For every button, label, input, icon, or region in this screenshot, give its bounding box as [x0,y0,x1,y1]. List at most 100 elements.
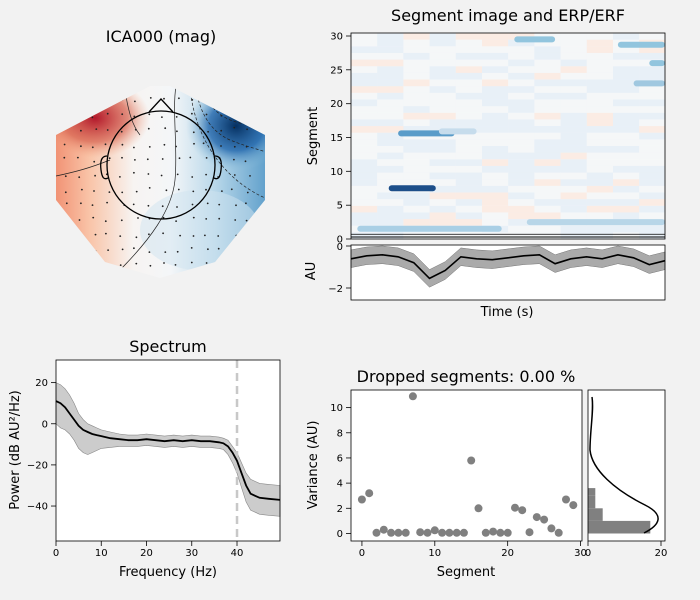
scatter-point [503,528,512,537]
image-cell [534,165,561,173]
sensor-dot [92,216,95,219]
image-cell [351,199,378,206]
image-cell [429,86,456,93]
image-cell [403,39,430,47]
image-cell [586,66,613,73]
sensor-dot [121,98,124,101]
image-cell [534,132,561,140]
image-cell [455,205,482,213]
image-cell [586,179,613,186]
image-cell [377,72,404,80]
image-cell [351,165,378,173]
erp-xlabel: Time (s) [480,305,534,320]
image-cell [560,139,587,146]
image-cell [429,99,456,107]
image-cell [403,152,430,160]
image-cell [377,59,404,67]
sensor-dot [135,262,138,265]
image-cell [639,33,665,40]
image-cell [403,205,430,213]
image-ytick-label: 25 [330,65,343,76]
image-cell [586,33,613,40]
sensor-dot [119,264,122,266]
sensor-dot [235,234,238,237]
image-cell [351,39,378,47]
image-cell [403,165,430,173]
sensor-dot [190,247,193,249]
scatter-point [554,528,563,537]
sensor-dot [233,174,236,176]
image-cell [455,152,482,160]
sensor-dot [205,262,208,264]
sensor-dot [148,251,151,254]
scatter-point [408,392,417,401]
scatter-point [489,527,498,536]
scatter-point [569,501,578,510]
image-cell [508,199,535,206]
image-cell [508,119,535,127]
scatter-point [430,526,439,535]
image-cell [377,199,404,206]
sensor-dot [148,146,151,148]
image-cell [351,126,378,133]
image-cell [639,152,665,160]
image-cell [351,46,378,53]
scatter-point [416,528,425,537]
erp-ylabel: AU [304,262,319,280]
scatter-point [481,528,490,537]
image-cell [482,185,509,193]
sensor-dot [162,216,165,219]
sensor-dot [91,204,94,207]
image-cell [403,79,430,87]
sensor-dot [93,160,96,163]
image-cell [534,159,561,166]
image-cell [560,112,587,120]
sensor-dot [148,187,151,189]
image-cell [534,86,561,93]
scatter-point [394,528,403,537]
image-cell [560,199,587,206]
image-cell [508,159,535,166]
sensor-dot [233,158,235,161]
image-cell [455,39,482,47]
sensor-dot [119,235,122,238]
image-cell [429,79,456,87]
image-cell [586,92,613,100]
sensor-dot [63,143,66,146]
image-cell [534,119,561,127]
image-cell [351,72,378,80]
image-cell [455,59,482,67]
sensor-dot [178,157,181,160]
image-cell [482,199,509,206]
sensor-dot [189,156,192,159]
sensor-dot [149,97,152,99]
variance-histogram [587,389,666,542]
sensor-dot [207,248,209,251]
image-cell [560,59,587,67]
sensor-dot [230,248,233,251]
image-cell [377,152,404,160]
scatter-ytick-label: 2 [337,504,343,515]
image-cell [613,79,640,87]
image-cell [613,179,640,186]
sensor-dot [190,261,193,264]
image-cell [455,199,482,206]
image-cell [639,132,665,140]
image-cell [534,59,561,67]
image-cell [560,99,587,107]
image-blob [633,80,665,87]
scatter-ytick-label: 0 [337,529,343,540]
image-cell [639,119,665,127]
image-cell [351,132,378,140]
sensor-dot [92,262,95,265]
image-cell [586,172,613,180]
image-cell [351,152,378,160]
image-blob [388,185,436,192]
sensor-dot [77,156,79,159]
image-cell [429,165,456,173]
image-cell [534,66,561,73]
image-cell [351,179,378,186]
image-cell [613,145,640,153]
image-cell [586,106,613,113]
image-cell [351,99,378,107]
